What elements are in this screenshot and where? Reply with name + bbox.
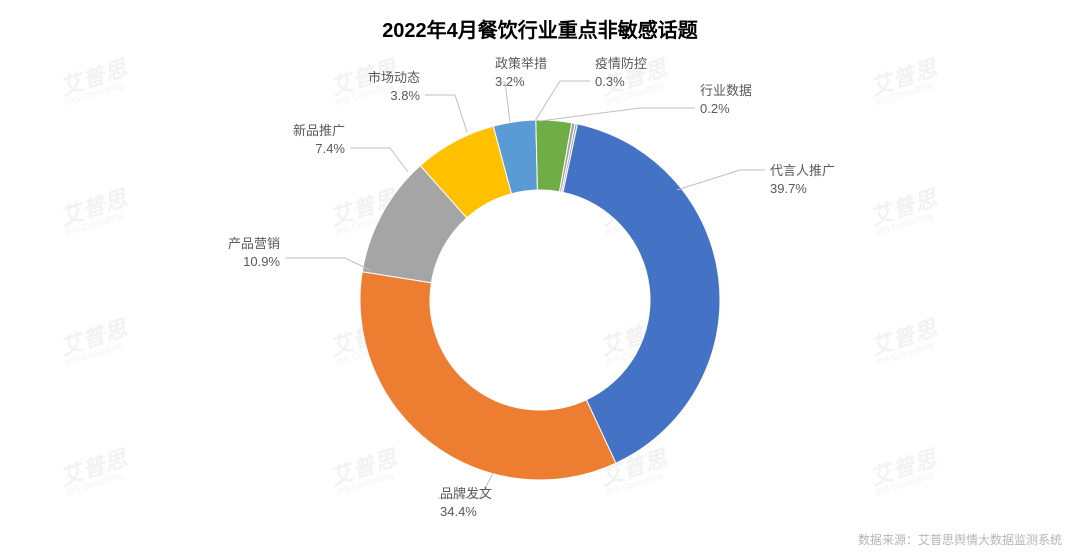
segment-label-name: 新品推广 (293, 123, 345, 138)
source-attribution: 数据来源：艾普思舆情大数据监测系统 (858, 531, 1062, 548)
segment-label-name: 品牌发文 (440, 486, 492, 501)
segment-label: 新品推广 7.4% (293, 122, 345, 157)
leader-line (677, 170, 765, 190)
segment-label-pct: 34.4% (440, 503, 492, 521)
segment-label-name: 政策举措 (495, 56, 547, 71)
segment-label-name: 行业数据 (700, 83, 752, 98)
leader-line (540, 108, 695, 121)
segment-label: 政策举措 3.2% (495, 55, 547, 90)
segment-label: 行业数据 0.2% (700, 82, 752, 117)
segment-label-name: 市场动态 (368, 70, 420, 85)
segment-label-name: 产品营销 (228, 236, 280, 251)
segment-label-pct: 3.2% (495, 73, 547, 91)
segment-label: 品牌发文 34.4% (440, 485, 492, 520)
segment-label-name: 疫情防控 (595, 56, 647, 71)
segment-label-pct: 0.3% (595, 73, 647, 91)
segment-label-pct: 3.8% (368, 87, 420, 105)
segment-label-pct: 39.7% (770, 180, 835, 198)
segment-label: 产品营销 10.9% (228, 235, 280, 270)
segment-label-name: 代言人推广 (770, 163, 835, 178)
segment-label-pct: 7.4% (293, 140, 345, 158)
segment-label-pct: 0.2% (700, 100, 752, 118)
segment-label: 疫情防控 0.3% (595, 55, 647, 90)
donut-segment (360, 272, 616, 480)
leader-line (350, 148, 408, 172)
leader-line (285, 258, 370, 270)
segment-label: 代言人推广 39.7% (770, 162, 835, 197)
segment-label-pct: 10.9% (228, 253, 280, 271)
leader-line (425, 95, 467, 132)
segment-label: 市场动态 3.8% (368, 69, 420, 104)
